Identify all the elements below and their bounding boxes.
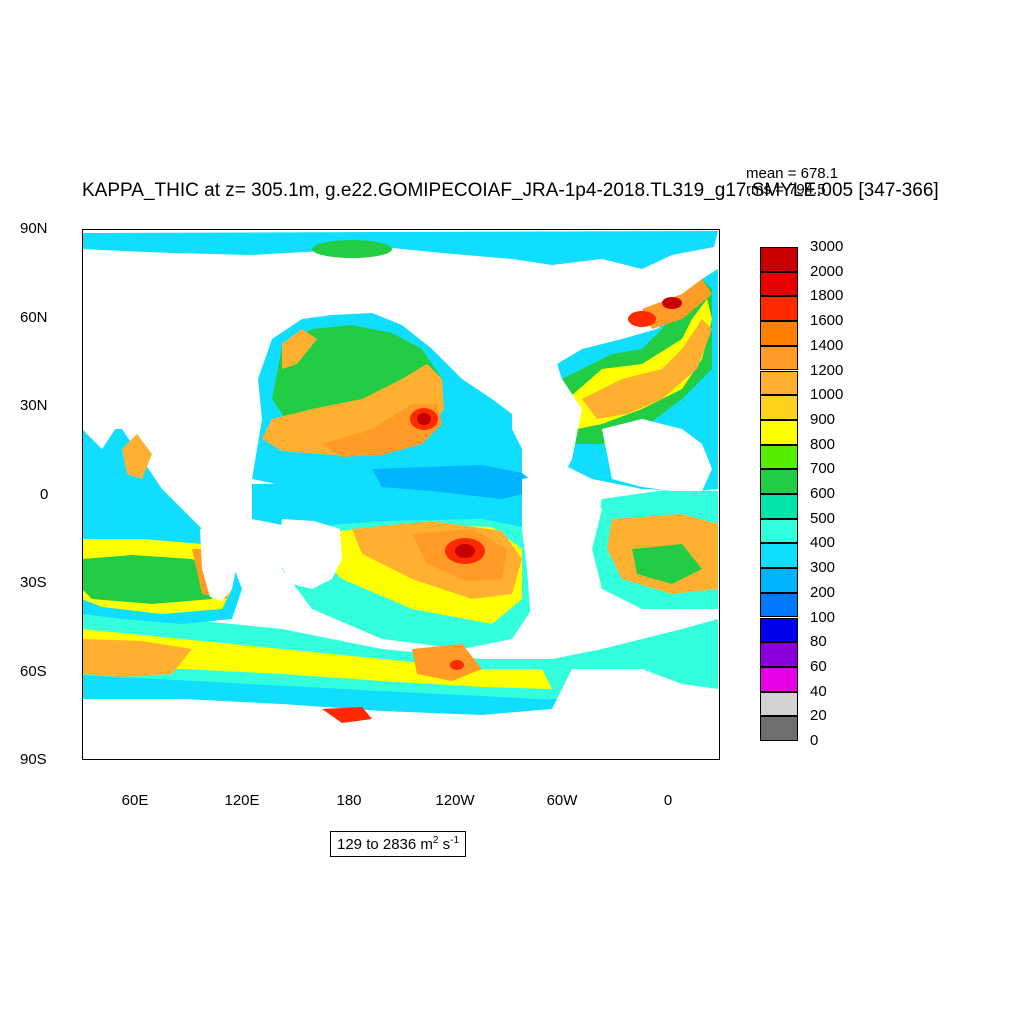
range-box: 129 to 2836 m2 s-1 <box>330 831 467 857</box>
lon-label-120w: 120W <box>435 792 475 809</box>
stats-block: mean = 678.1 rms = 794.5 <box>746 166 838 198</box>
legend-swatch <box>760 716 798 741</box>
legend-swatch <box>760 543 798 569</box>
legend-label: 700 <box>810 460 836 478</box>
legend-swatch <box>760 691 798 717</box>
plot-title: KAPPA_THIC at z= 305.1m, g.e22.GOMIPECOI… <box>82 180 939 201</box>
range-unit: s <box>438 836 451 853</box>
lat-label-30s: 30S <box>20 574 47 591</box>
lat-label-0: 0 <box>40 486 49 503</box>
legend-label: 40 <box>810 682 827 700</box>
legend-swatch <box>760 617 798 643</box>
legend-swatch <box>760 345 798 371</box>
lon-label-180: 180 <box>336 792 362 809</box>
legend-label: 1800 <box>810 287 844 305</box>
legend-label: 2000 <box>810 262 844 280</box>
map-svg <box>82 229 720 760</box>
legend-swatch <box>760 419 798 445</box>
lat-label-60n: 60N <box>20 309 48 326</box>
legend-swatch <box>760 518 798 544</box>
stats-mean: mean = 678.1 <box>746 165 839 182</box>
legend-label: 100 <box>810 608 836 626</box>
range-sup-1: 2 <box>432 835 439 846</box>
legend-label: 20 <box>810 707 827 725</box>
lon-label-60w: 60W <box>546 792 578 809</box>
legend-label: 900 <box>810 410 836 428</box>
legend-swatch <box>760 296 798 322</box>
legend-label: 1400 <box>810 336 844 354</box>
legend-label: 60 <box>810 657 827 675</box>
legend-label: 800 <box>810 435 836 453</box>
legend-swatch <box>760 321 798 346</box>
legend-swatch <box>760 592 798 618</box>
lat-label-90s: 90S <box>20 751 47 768</box>
ocean-map <box>82 229 720 760</box>
legend-swatch <box>760 247 798 272</box>
legend-swatch <box>760 568 798 593</box>
stats-rms: rms = 794.5 <box>746 181 826 198</box>
legend-swatch <box>760 494 798 519</box>
legend-swatch <box>760 444 798 470</box>
legend-label: 400 <box>810 534 836 552</box>
legend-label: 600 <box>810 485 836 502</box>
legend-label: 3000 <box>810 238 844 255</box>
lon-label-60e: 60E <box>121 792 149 809</box>
legend-label: 1000 <box>810 386 844 404</box>
lat-label-60s: 60S <box>20 663 47 680</box>
legend-label: 1600 <box>810 312 844 330</box>
legend-swatch <box>760 395 798 420</box>
legend-label: 0 <box>810 732 819 749</box>
legend-swatch <box>760 666 798 692</box>
range-sup-2: -1 <box>450 835 460 846</box>
legend-swatch <box>760 642 798 667</box>
legend-label: 300 <box>810 559 836 577</box>
legend-swatch <box>760 271 798 297</box>
legend-label: 80 <box>810 633 827 651</box>
range-text: 129 to 2836 m <box>337 836 433 853</box>
lon-label-120e: 120E <box>224 792 260 809</box>
lat-label-30n: 30N <box>20 397 48 414</box>
lat-label-90n: 90N <box>20 220 48 237</box>
legend-label: 200 <box>810 583 836 601</box>
legend-swatch <box>760 370 798 396</box>
legend-label: 500 <box>810 509 836 527</box>
legend-swatch <box>760 469 798 494</box>
legend-label: 1200 <box>810 361 844 379</box>
lon-label-0: 0 <box>663 792 673 809</box>
